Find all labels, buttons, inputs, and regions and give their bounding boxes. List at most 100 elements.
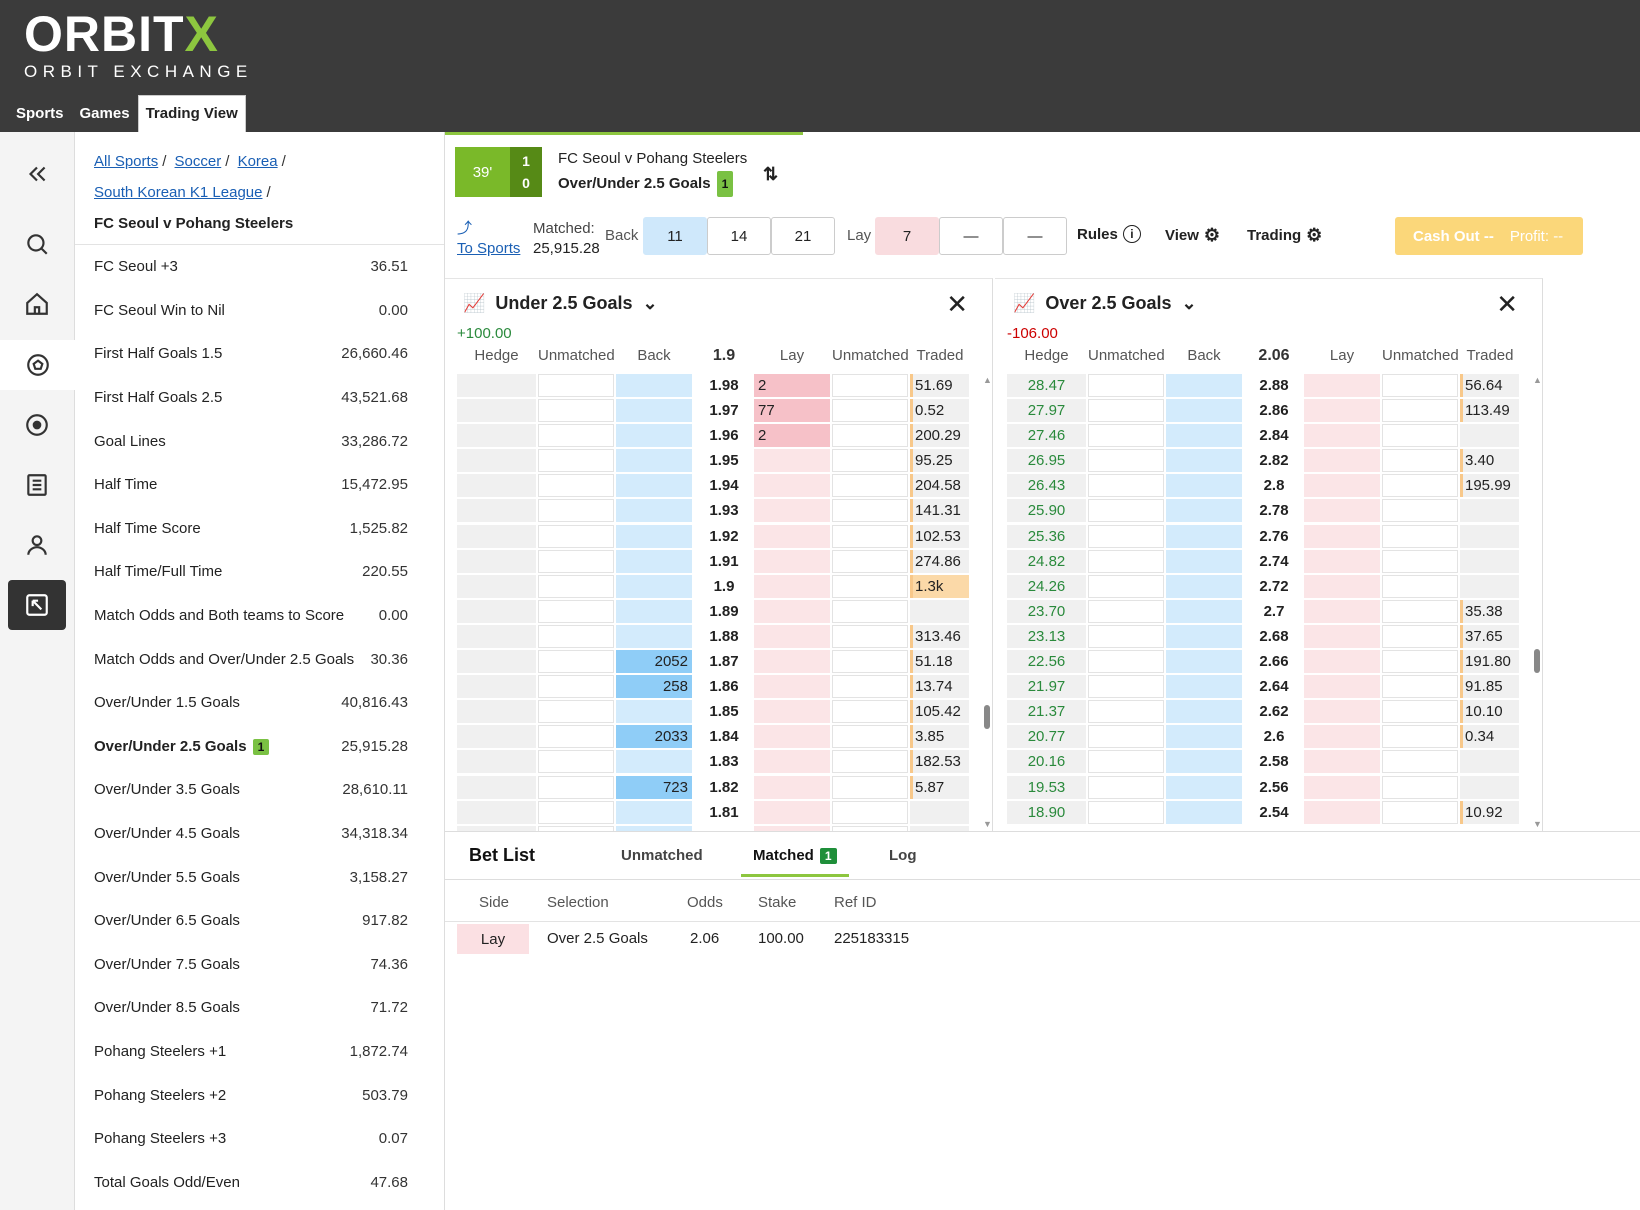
lay-cell[interactable] xyxy=(754,549,830,573)
lay-cell[interactable] xyxy=(1304,499,1380,523)
unmatched-back-cell[interactable] xyxy=(1088,424,1164,448)
close-icon[interactable]: ✕ xyxy=(1496,289,1518,319)
unmatched-back-cell[interactable] xyxy=(1088,624,1164,648)
unmatched-lay-cell[interactable] xyxy=(832,499,908,523)
back-cell[interactable]: 2052 xyxy=(616,650,692,674)
lay-cell[interactable] xyxy=(754,449,830,473)
lay-cell[interactable] xyxy=(1304,750,1380,774)
back-cell[interactable] xyxy=(1166,599,1242,623)
lay-cell[interactable] xyxy=(1304,775,1380,799)
unmatched-back-cell[interactable] xyxy=(538,624,614,648)
breadcrumb-all-sports[interactable]: All Sports xyxy=(94,153,159,170)
market-list-item[interactable]: Pohang Steelers +3 0.07 xyxy=(75,1117,444,1161)
unmatched-lay-cell[interactable] xyxy=(1382,424,1458,448)
unmatched-lay-cell[interactable] xyxy=(832,775,908,799)
back-cell[interactable] xyxy=(1166,424,1242,448)
back-cell[interactable] xyxy=(1166,675,1242,699)
scroll-down-arrow[interactable]: ▼ xyxy=(983,819,992,829)
lay-cell[interactable] xyxy=(1304,700,1380,724)
unmatched-lay-cell[interactable] xyxy=(1382,574,1458,598)
lay-stake-3[interactable]: — xyxy=(1003,217,1067,255)
market-list-item[interactable]: First Half Goals 2.5 43,521.68 xyxy=(75,376,444,420)
market-list-item[interactable]: Over/Under 3.5 Goals 28,610.11 xyxy=(75,768,444,812)
unmatched-lay-cell[interactable] xyxy=(832,549,908,573)
back-cell[interactable] xyxy=(1166,624,1242,648)
trading-view-icon[interactable] xyxy=(8,580,66,630)
ladder-selection-dropdown[interactable]: 📈 Over 2.5 Goals ⌄ xyxy=(1013,293,1197,313)
back-cell[interactable] xyxy=(1166,800,1242,824)
unmatched-back-cell[interactable] xyxy=(1088,700,1164,724)
lay-cell[interactable] xyxy=(754,725,830,749)
unmatched-lay-cell[interactable] xyxy=(1382,725,1458,749)
back-cell[interactable] xyxy=(616,599,692,623)
bet-row[interactable]: Lay Over 2.5 Goals 2.06 100.00 225183315 xyxy=(445,924,1640,956)
back-cell[interactable]: 258 xyxy=(616,675,692,699)
market-list-item[interactable]: Pohang Steelers +1 1,872.74 xyxy=(75,1030,444,1074)
back-stake-2[interactable]: 14 xyxy=(707,217,771,255)
unmatched-lay-cell[interactable] xyxy=(1382,399,1458,423)
back-cell[interactable] xyxy=(1166,700,1242,724)
unmatched-lay-cell[interactable] xyxy=(1382,800,1458,824)
lay-cell[interactable] xyxy=(1304,599,1380,623)
lay-cell[interactable] xyxy=(754,474,830,498)
unmatched-back-cell[interactable] xyxy=(1088,474,1164,498)
close-icon[interactable]: ✕ xyxy=(946,289,968,319)
market-list-item[interactable]: Half Time Score 1,525.82 xyxy=(75,507,444,551)
ladder-selection-dropdown[interactable]: 📈 Under 2.5 Goals ⌄ xyxy=(463,293,658,313)
back-cell[interactable] xyxy=(1166,524,1242,548)
unmatched-back-cell[interactable] xyxy=(1088,449,1164,473)
collapse-icon[interactable] xyxy=(8,149,66,199)
unmatched-back-cell[interactable] xyxy=(1088,374,1164,397)
unmatched-lay-cell[interactable] xyxy=(832,650,908,674)
back-cell[interactable] xyxy=(1166,549,1242,573)
back-cell[interactable] xyxy=(1166,750,1242,774)
unmatched-lay-cell[interactable] xyxy=(1382,524,1458,548)
nav-tab-games[interactable]: Games xyxy=(79,105,130,122)
unmatched-lay-cell[interactable] xyxy=(832,474,908,498)
cash-out-button[interactable]: Cash Out -- Profit: -- xyxy=(1395,217,1583,255)
unmatched-lay-cell[interactable] xyxy=(1382,700,1458,724)
unmatched-back-cell[interactable] xyxy=(538,449,614,473)
unmatched-lay-cell[interactable] xyxy=(832,825,908,831)
unmatched-back-cell[interactable] xyxy=(1088,725,1164,749)
unmatched-back-cell[interactable] xyxy=(538,800,614,824)
back-cell[interactable] xyxy=(1166,574,1242,598)
unmatched-lay-cell[interactable] xyxy=(832,374,908,397)
unmatched-back-cell[interactable] xyxy=(538,750,614,774)
lay-cell[interactable] xyxy=(754,700,830,724)
breadcrumb-league[interactable]: South Korean K1 League xyxy=(94,184,263,201)
back-cell[interactable] xyxy=(1166,775,1242,799)
unmatched-back-cell[interactable] xyxy=(1088,574,1164,598)
unmatched-lay-cell[interactable] xyxy=(1382,449,1458,473)
unmatched-lay-cell[interactable] xyxy=(1382,499,1458,523)
market-list-item[interactable]: Total Goals Odd/Even 47.68 xyxy=(75,1160,444,1204)
back-cell[interactable] xyxy=(616,700,692,724)
back-cell[interactable] xyxy=(616,825,692,831)
market-list-item[interactable]: Match Odds and Both teams to Score 0.00 xyxy=(75,594,444,638)
user-icon[interactable] xyxy=(8,520,66,570)
rules-button[interactable]: Rules i xyxy=(1077,225,1141,243)
lay-cell[interactable] xyxy=(1304,474,1380,498)
unmatched-lay-cell[interactable] xyxy=(832,574,908,598)
market-list-item[interactable]: Pohang Steelers +2 503.79 xyxy=(75,1073,444,1117)
lay-cell[interactable] xyxy=(1304,524,1380,548)
orbit-exchange-logo[interactable]: ORBITX ORBIT EXCHANGE xyxy=(24,6,253,82)
market-list-item[interactable]: Match Odds and Over/Under 2.5 Goals 30.36 xyxy=(75,637,444,681)
unmatched-lay-cell[interactable] xyxy=(832,424,908,448)
lay-cell[interactable] xyxy=(754,650,830,674)
unmatched-back-cell[interactable] xyxy=(538,499,614,523)
swap-icon[interactable]: ⇅ xyxy=(763,164,779,184)
lay-cell[interactable] xyxy=(1304,449,1380,473)
unmatched-back-cell[interactable] xyxy=(538,650,614,674)
back-cell[interactable] xyxy=(616,424,692,448)
unmatched-lay-cell[interactable] xyxy=(832,449,908,473)
market-list-item[interactable]: Over/Under 6.5 Goals 917.82 xyxy=(75,899,444,943)
lay-cell[interactable] xyxy=(754,574,830,598)
unmatched-back-cell[interactable] xyxy=(1088,499,1164,523)
bet-list-icon[interactable] xyxy=(8,460,66,510)
unmatched-back-cell[interactable] xyxy=(538,374,614,397)
back-cell[interactable] xyxy=(616,524,692,548)
lay-cell[interactable] xyxy=(754,599,830,623)
unmatched-back-cell[interactable] xyxy=(538,599,614,623)
back-stake-1[interactable]: 11 xyxy=(643,217,707,255)
